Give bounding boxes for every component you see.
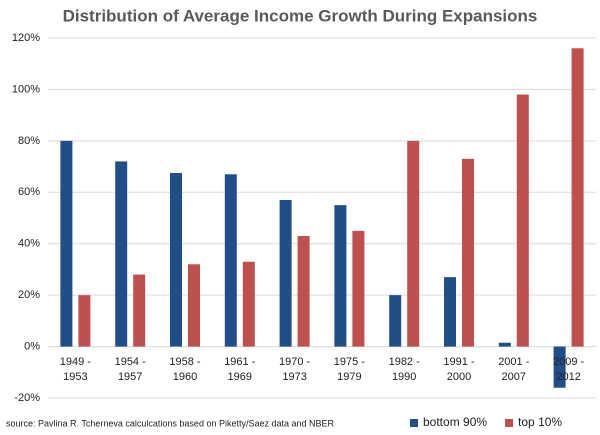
y-tick-label: 120% xyxy=(12,32,40,44)
bar xyxy=(553,346,566,388)
chart-title: Distribution of Average Income Growth Du… xyxy=(63,6,538,25)
bar xyxy=(571,48,584,347)
legend-label: top 10% xyxy=(518,415,562,429)
legend-swatch xyxy=(505,419,514,427)
bar xyxy=(78,295,91,347)
x-tick-label: 2001 - 2007 xyxy=(498,355,530,383)
bar xyxy=(444,277,456,347)
bar xyxy=(133,274,146,347)
bar xyxy=(279,200,292,347)
bar xyxy=(389,295,402,347)
y-tick-label: 80% xyxy=(18,135,40,147)
x-tick-label: 1961 - 1969 xyxy=(224,355,256,383)
bar xyxy=(297,236,310,347)
y-tick-label: 40% xyxy=(18,238,40,250)
bar xyxy=(242,261,255,347)
bar xyxy=(170,173,182,347)
x-tick-label: 1954 - 1957 xyxy=(114,355,146,383)
x-tick-label: 1970 - 1973 xyxy=(278,355,311,383)
bar xyxy=(60,140,73,347)
bar xyxy=(188,264,200,347)
y-tick-label: 20% xyxy=(18,289,40,301)
x-tick-label: 1982 - 1990 xyxy=(388,355,420,383)
bar xyxy=(334,205,347,347)
bar xyxy=(498,342,511,347)
x-tick-label: 1958 - 1960 xyxy=(169,355,201,383)
bar xyxy=(224,174,237,347)
x-tick-label: 1991 - 2000 xyxy=(443,355,475,383)
y-tick-label: 60% xyxy=(18,186,40,198)
bar xyxy=(352,230,365,347)
x-tick-label: 1975 - 1979 xyxy=(333,355,365,383)
y-tick-label: 100% xyxy=(12,83,40,95)
bar xyxy=(516,94,529,347)
source-note: source: Pavlina R. Tcherneva calculcatio… xyxy=(6,418,335,428)
y-tick-label: -20% xyxy=(14,392,40,404)
bar xyxy=(115,161,128,347)
x-tick-label: 2009 - 2012 xyxy=(552,355,585,383)
x-tick-label: 1949 - 1953 xyxy=(59,355,91,383)
legend-swatch xyxy=(410,419,418,427)
y-tick-label: 0% xyxy=(24,340,40,352)
bar xyxy=(407,140,420,347)
bar xyxy=(462,158,474,347)
legend-label: bottom 90% xyxy=(423,415,487,429)
